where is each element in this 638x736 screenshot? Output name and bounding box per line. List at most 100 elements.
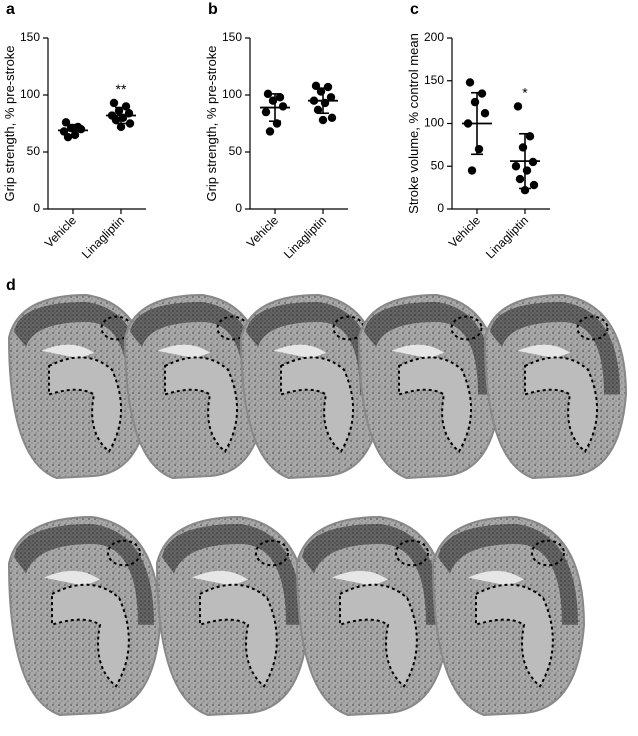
data-point [467, 166, 477, 175]
significance-label: * [522, 84, 528, 100]
brain-section [7, 293, 152, 480]
lesion-outline [107, 539, 141, 567]
y-tick-label: 150 [20, 30, 40, 44]
y-tick-label: 0 [235, 201, 242, 215]
y-tick-label: 0 [437, 201, 444, 215]
data-point [125, 119, 135, 128]
cortex-band [302, 524, 442, 625]
data-point [318, 115, 328, 125]
brain-section [295, 515, 450, 717]
brain-section [357, 293, 502, 480]
lesion-outline [475, 583, 554, 688]
data-point [263, 89, 273, 99]
y-tick-label: 200 [424, 30, 444, 44]
panel-label: b [208, 1, 218, 18]
brain-section [483, 293, 628, 480]
lesion-outline [280, 356, 354, 454]
data-point [323, 82, 333, 92]
x-tick-label: Linagliptin [79, 213, 127, 261]
lesion-outline [199, 583, 278, 688]
ventricle [157, 344, 210, 359]
y-tick-label: 50 [27, 144, 41, 158]
data-point [116, 122, 126, 132]
y-axis-label: Stroke volume, % control mean [406, 33, 421, 214]
cortex-band [130, 302, 260, 395]
panel-label: a [6, 1, 15, 18]
ventricle [391, 344, 444, 359]
ventricle [44, 570, 100, 586]
significance-label: ** [116, 81, 127, 97]
data-point [261, 107, 271, 117]
cortex-band [14, 524, 154, 625]
data-point [522, 166, 532, 175]
data-point [515, 174, 525, 184]
lesion-outline [398, 356, 472, 454]
data-point [511, 162, 521, 171]
x-tick-label: Linagliptin [483, 213, 531, 261]
lesion-outline [51, 583, 130, 688]
ventricle [273, 344, 326, 359]
lesion-outline [255, 539, 289, 567]
data-point [265, 127, 275, 136]
data-point [278, 102, 288, 111]
brain-section [155, 515, 310, 717]
panel-label: d [6, 277, 16, 294]
x-tick-label: Vehicle [446, 213, 483, 250]
data-point [529, 180, 539, 190]
data-point [465, 78, 475, 87]
y-tick-label: 150 [222, 30, 242, 44]
y-axis-label: Grip strength, % pre-stroke [204, 45, 219, 201]
brain-section [123, 293, 268, 480]
data-point [326, 93, 336, 102]
data-point [268, 96, 278, 105]
cortex-band [162, 524, 302, 625]
data-point [63, 132, 73, 142]
y-tick-label: 100 [424, 116, 444, 130]
lesion-outline [524, 356, 598, 454]
ventricle [332, 570, 388, 586]
brain-section [431, 515, 586, 717]
histology-sections [7, 293, 628, 717]
data-point [313, 105, 323, 115]
lesion-outline [450, 315, 483, 341]
data-point [109, 98, 119, 108]
y-tick-label: 100 [20, 87, 40, 101]
data-point [474, 144, 484, 154]
cortex-band [364, 302, 494, 395]
lesion-outline [576, 315, 609, 341]
data-point [76, 125, 86, 134]
cortex-band [438, 524, 578, 625]
brain-section [7, 515, 162, 717]
ventricle [192, 570, 248, 586]
cortex-band [490, 302, 620, 395]
y-axis-label: Grip strength, % pre-stroke [2, 45, 17, 201]
x-tick-label: Vehicle [244, 213, 281, 250]
y-tick-label: 150 [424, 73, 444, 87]
x-tick-label: Linagliptin [281, 213, 329, 261]
panel-label: c [410, 1, 419, 18]
data-point [470, 97, 480, 107]
y-tick-label: 50 [431, 158, 445, 172]
lesion-outline [395, 539, 429, 567]
lesion-outline [339, 583, 418, 688]
brain-section [239, 293, 384, 480]
data-point [327, 113, 337, 123]
data-point [111, 115, 121, 125]
y-tick-label: 0 [33, 201, 40, 215]
ventricle [468, 570, 524, 586]
data-point [477, 89, 487, 98]
data-point [275, 93, 285, 102]
cortex-band [246, 302, 376, 395]
y-tick-label: 100 [222, 87, 242, 101]
data-point [513, 102, 523, 111]
data-point [121, 102, 131, 111]
lesion-outline [531, 539, 565, 567]
cortex-band [14, 302, 144, 395]
y-tick-label: 50 [229, 144, 243, 158]
ventricle [517, 344, 570, 359]
data-point [518, 143, 528, 152]
lesion-outline [48, 356, 122, 454]
ventricle [41, 344, 94, 359]
